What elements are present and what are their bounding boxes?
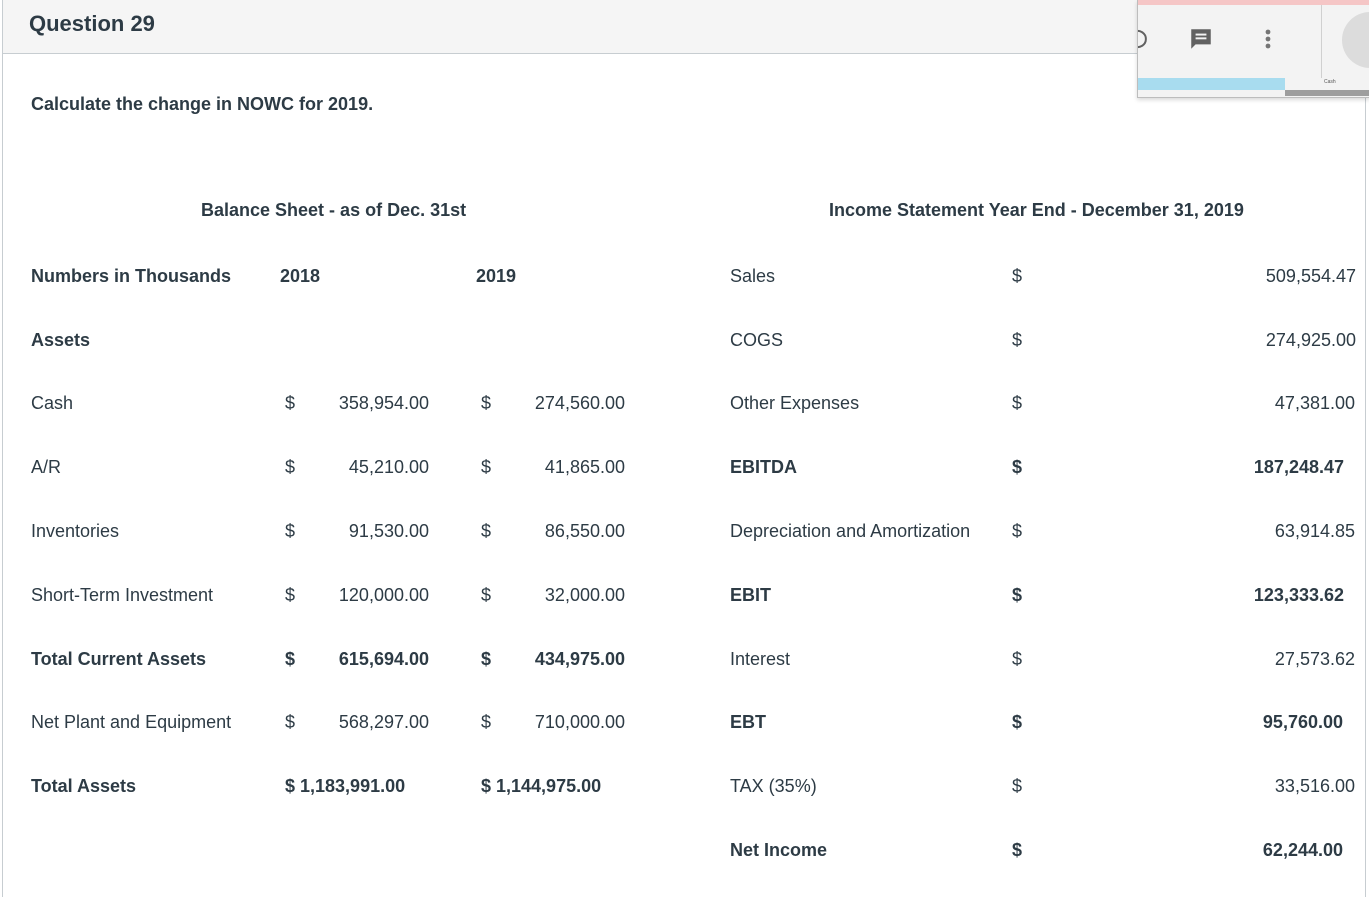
bs-currency: $ xyxy=(481,521,492,541)
is-currency: $ xyxy=(1012,712,1023,732)
question-prompt: Calculate the change in NOWC for 2019. xyxy=(31,94,374,114)
bs-total-2018: $ 1,183,991.00 xyxy=(285,776,406,796)
bs-assets-label: Assets xyxy=(31,330,91,350)
bs-value-2018: 358,954.00 xyxy=(338,393,429,413)
overlay-scrollbar[interactable] xyxy=(1285,90,1369,96)
is-value: 47,381.00 xyxy=(1274,393,1355,413)
is-currency: $ xyxy=(1012,393,1023,413)
overlay-tiny-text: Cash xyxy=(1324,79,1336,85)
bs-currency: $ xyxy=(285,712,296,732)
is-row-label: TAX (35%) xyxy=(730,776,817,796)
bs-value-2019: 274,560.00 xyxy=(534,393,625,413)
is-currency: $ xyxy=(1012,585,1023,605)
is-value: 509,554.47 xyxy=(1265,266,1356,286)
avatar[interactable] xyxy=(1342,12,1369,68)
refresh-icon[interactable] xyxy=(1138,24,1154,54)
bs-row-label: A/R xyxy=(31,457,62,477)
overlay-separator xyxy=(1321,5,1322,78)
is-currency: $ xyxy=(1012,457,1023,477)
is-value: 63,914.85 xyxy=(1274,521,1355,541)
is-value: 95,760.00 xyxy=(1262,712,1343,732)
bs-value-2019: 41,865.00 xyxy=(544,457,625,477)
bs-value-2018: 45,210.00 xyxy=(348,457,429,477)
bs-currency: $ xyxy=(285,457,296,477)
bs-row-label: Inventories xyxy=(31,521,120,541)
bs-value-2019: 710,000.00 xyxy=(534,712,625,732)
is-value: 187,248.47 xyxy=(1253,457,1344,477)
is-currency: $ xyxy=(1012,330,1023,350)
bs-currency: $ xyxy=(285,521,296,541)
question-title: Question 29 xyxy=(29,11,155,36)
more-vert-icon[interactable] xyxy=(1260,26,1276,52)
is-value: 274,925.00 xyxy=(1265,330,1356,350)
comment-icon[interactable] xyxy=(1188,26,1214,52)
bs-value-2018: 91,530.00 xyxy=(348,521,429,541)
is-row-label: Net Income xyxy=(730,840,828,860)
is-currency: $ xyxy=(1012,776,1023,796)
income-statement-caption: Income Statement Year End - December 31,… xyxy=(829,200,1244,220)
bs-currency: $ xyxy=(285,393,296,413)
is-currency: $ xyxy=(1012,840,1023,860)
bs-row-label: Short-Term Investment xyxy=(31,585,214,605)
bs-value-2019: 86,550.00 xyxy=(544,521,625,541)
bs-value-2018: 615,694.00 xyxy=(338,649,429,669)
is-row-label: EBITDA xyxy=(730,457,797,477)
bs-value-2019: 434,975.00 xyxy=(534,649,625,669)
bs-value-2018: 568,297.00 xyxy=(338,712,429,732)
bs-row-label: Net Plant and Equipment xyxy=(31,712,232,732)
overlay-topbar xyxy=(1138,0,1369,5)
is-row-label: COGS xyxy=(730,330,784,350)
overlay-progress-bar xyxy=(1138,78,1285,90)
bs-row-label: Cash xyxy=(31,393,74,413)
is-value: 62,244.00 xyxy=(1262,840,1343,860)
bs-total-2019: $ 1,144,975.00 xyxy=(481,776,602,796)
bs-value-2019: 32,000.00 xyxy=(544,585,625,605)
is-value: 33,516.00 xyxy=(1274,776,1355,796)
bs-currency: $ xyxy=(481,393,492,413)
bs-row-label: Total Current Assets xyxy=(31,649,207,669)
is-currency: $ xyxy=(1012,649,1023,669)
bs-header-label: Numbers in Thousands xyxy=(31,266,232,286)
bs-currency: $ xyxy=(285,585,296,605)
bs-header-2018: 2018 xyxy=(280,266,321,286)
is-value: 27,573.62 xyxy=(1274,649,1355,669)
balance-sheet-caption: Balance Sheet - as of Dec. 31st xyxy=(201,200,467,220)
bs-currency: $ xyxy=(481,712,492,732)
bs-row-label: Total Assets xyxy=(31,776,137,796)
bs-value-2018: 120,000.00 xyxy=(338,585,429,605)
bs-currency: $ xyxy=(285,649,296,669)
bs-currency: $ xyxy=(481,649,492,669)
is-row-label: Other Expenses xyxy=(730,393,860,413)
is-row-label: EBIT xyxy=(730,585,772,605)
is-row-label: Sales xyxy=(730,266,776,286)
is-row-label: Depreciation and Amortization xyxy=(730,521,971,541)
bs-currency: $ xyxy=(481,457,492,477)
is-currency: $ xyxy=(1012,521,1023,541)
bs-header-2019: 2019 xyxy=(476,266,517,286)
bs-currency: $ xyxy=(481,585,492,605)
is-currency: $ xyxy=(1012,266,1023,286)
is-row-label: EBT xyxy=(730,712,766,732)
overlay-widget: Cash xyxy=(1137,0,1369,98)
is-value: 123,333.62 xyxy=(1253,585,1344,605)
is-row-label: Interest xyxy=(730,649,791,669)
